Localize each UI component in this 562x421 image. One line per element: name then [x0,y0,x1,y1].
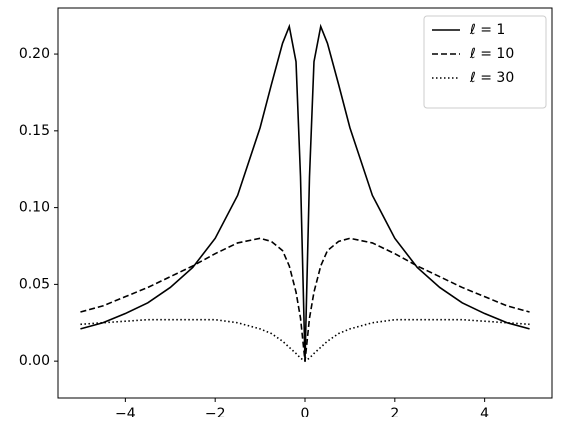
x-tick-label: −4 [115,406,136,417]
y-tick-label: 0.00 [19,353,50,369]
y-tick-label: 0.10 [19,200,50,216]
legend-label: ℓ = 30 [469,70,514,86]
x-tick-label: 0 [301,406,310,417]
x-tick-label: −2 [205,406,226,417]
legend-label: ℓ = 10 [469,46,514,62]
plot-frame [57,7,553,399]
legend-label: ℓ = 1 [469,22,505,38]
y-tick-label: 0.15 [19,123,50,139]
x-tick-label: 2 [390,406,399,417]
series-line [80,318,530,363]
legend-box [423,15,547,109]
y-tick-label: 0.05 [19,276,50,292]
x-tick-label: 4 [480,406,489,417]
y-tick-label: 0.20 [19,46,50,62]
